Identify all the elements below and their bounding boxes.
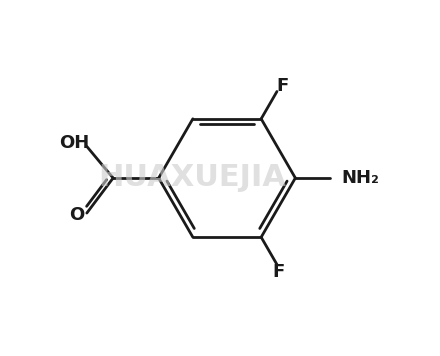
Text: F: F [272, 263, 285, 281]
Text: NH₂: NH₂ [341, 169, 379, 187]
Text: O: O [69, 206, 84, 224]
Text: HUAXUEJIA: HUAXUEJIA [98, 163, 286, 193]
Text: F: F [276, 77, 288, 95]
Text: OH: OH [59, 134, 90, 152]
